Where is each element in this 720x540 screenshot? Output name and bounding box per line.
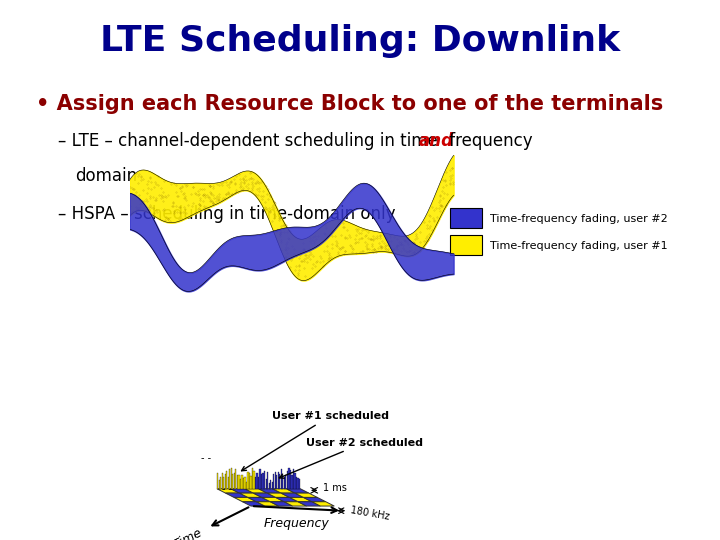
Polygon shape	[229, 469, 230, 489]
Text: – HSPA – scheduling in time-domain only: – HSPA – scheduling in time-domain only	[58, 205, 395, 223]
Polygon shape	[240, 478, 241, 489]
Polygon shape	[285, 475, 287, 489]
Polygon shape	[270, 480, 271, 489]
Text: and: and	[419, 132, 454, 150]
Polygon shape	[253, 471, 255, 489]
Polygon shape	[262, 497, 284, 502]
Text: User #1 scheduled: User #1 scheduled	[241, 411, 389, 471]
Text: - -: - -	[201, 453, 211, 463]
Polygon shape	[223, 477, 225, 489]
Polygon shape	[234, 497, 256, 502]
Polygon shape	[276, 475, 277, 489]
Text: Time-frequency fading, user #1: Time-frequency fading, user #1	[490, 241, 667, 251]
Polygon shape	[281, 493, 303, 497]
Polygon shape	[297, 477, 299, 489]
Polygon shape	[289, 497, 312, 502]
Polygon shape	[251, 476, 252, 489]
Polygon shape	[295, 493, 318, 497]
Polygon shape	[256, 502, 279, 506]
Polygon shape	[243, 478, 244, 489]
Polygon shape	[255, 477, 256, 489]
Polygon shape	[244, 477, 246, 489]
Polygon shape	[284, 477, 285, 489]
Polygon shape	[264, 471, 265, 489]
Polygon shape	[226, 471, 228, 489]
Text: - -: - -	[222, 484, 232, 494]
Polygon shape	[281, 469, 282, 489]
Polygon shape	[263, 473, 264, 489]
Polygon shape	[287, 489, 309, 493]
Polygon shape	[243, 502, 265, 506]
Polygon shape	[231, 489, 253, 493]
Text: User #2 scheduled: User #2 scheduled	[279, 437, 423, 478]
Polygon shape	[312, 502, 334, 506]
Polygon shape	[267, 472, 269, 489]
Polygon shape	[222, 472, 223, 489]
Polygon shape	[279, 474, 280, 489]
Polygon shape	[258, 489, 281, 493]
Polygon shape	[238, 475, 240, 489]
Text: 180 kHz: 180 kHz	[350, 505, 390, 522]
Polygon shape	[245, 489, 267, 493]
Polygon shape	[237, 475, 238, 489]
Text: Time: Time	[171, 526, 204, 540]
Polygon shape	[273, 474, 274, 489]
Polygon shape	[289, 470, 291, 489]
Text: Time-frequency fading, user #2: Time-frequency fading, user #2	[490, 214, 667, 224]
Polygon shape	[266, 480, 267, 489]
Text: 1 ms: 1 ms	[323, 483, 347, 493]
Polygon shape	[270, 502, 292, 506]
Text: • Assign each Resource Block to one of the terminals: • Assign each Resource Block to one of t…	[36, 94, 663, 114]
Polygon shape	[276, 497, 298, 502]
Polygon shape	[225, 493, 248, 497]
Polygon shape	[234, 473, 235, 489]
Polygon shape	[296, 477, 297, 489]
Bar	[450, 208, 482, 228]
Polygon shape	[287, 471, 288, 489]
Polygon shape	[249, 474, 250, 489]
Polygon shape	[217, 489, 239, 493]
Polygon shape	[299, 478, 300, 489]
Text: LTE Scheduling: Downlink: LTE Scheduling: Downlink	[100, 24, 620, 58]
Text: frequency: frequency	[444, 132, 533, 150]
Polygon shape	[252, 468, 253, 489]
Polygon shape	[273, 489, 295, 493]
Polygon shape	[219, 480, 220, 489]
Polygon shape	[274, 472, 276, 489]
Polygon shape	[241, 475, 243, 489]
Text: – LTE – channel-dependent scheduling in time: – LTE – channel-dependent scheduling in …	[58, 132, 443, 150]
Polygon shape	[232, 474, 233, 489]
Polygon shape	[278, 472, 279, 489]
Text: domain: domain	[76, 167, 138, 185]
Polygon shape	[256, 474, 258, 489]
Polygon shape	[230, 468, 232, 489]
Polygon shape	[288, 468, 289, 489]
Polygon shape	[298, 502, 320, 506]
Polygon shape	[269, 483, 270, 489]
Bar	[450, 235, 482, 255]
Polygon shape	[303, 497, 325, 502]
Polygon shape	[235, 469, 236, 489]
Polygon shape	[261, 474, 262, 489]
Polygon shape	[293, 469, 294, 489]
Polygon shape	[271, 482, 273, 489]
Polygon shape	[258, 477, 259, 489]
Polygon shape	[253, 493, 276, 497]
Text: Frequency: Frequency	[264, 517, 329, 530]
Polygon shape	[284, 502, 307, 506]
Polygon shape	[282, 475, 284, 489]
Polygon shape	[259, 469, 261, 489]
Polygon shape	[220, 477, 221, 489]
Polygon shape	[267, 493, 289, 497]
Polygon shape	[246, 482, 247, 489]
Polygon shape	[248, 497, 270, 502]
Polygon shape	[217, 472, 218, 489]
Polygon shape	[239, 493, 262, 497]
Polygon shape	[228, 477, 229, 489]
Polygon shape	[294, 473, 296, 489]
Polygon shape	[225, 474, 226, 489]
